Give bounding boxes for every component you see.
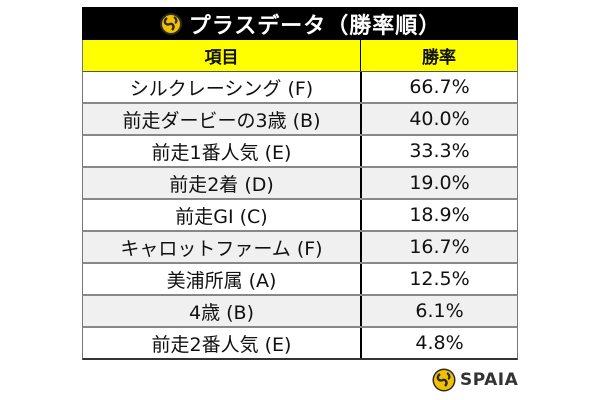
table-row: 前走GⅠ (C) 18.9% (82, 200, 518, 232)
column-header-item: 項目 (83, 40, 361, 71)
table-row: 前走ダービーの3歳 (B) 40.0% (82, 104, 518, 136)
row-item: 前走GⅠ (C) (83, 200, 362, 230)
brand-name: SPAIA (460, 370, 519, 390)
table-body: シルクレーシング (F) 66.7% 前走ダービーの3歳 (B) 40.0% 前… (82, 72, 518, 360)
row-rate: 66.7% (409, 76, 470, 98)
table-row: 前走1番人気 (E) 33.3% (82, 136, 518, 168)
row-item: キャロットファーム (F) (83, 232, 362, 262)
row-item: 前走2番人気 (E) (83, 328, 362, 358)
spaia-logo-icon (432, 368, 456, 392)
row-rate: 18.9% (409, 204, 470, 226)
data-table: プラスデータ（勝率順） 項目 勝率 シルクレーシング (F) 66.7% 前走ダ… (82, 7, 518, 360)
table-row: シルクレーシング (F) 66.7% (82, 72, 518, 104)
table-title: プラスデータ（勝率順） (188, 13, 442, 39)
table-row: 4歳 (B) 6.1% (82, 296, 518, 328)
row-item: シルクレーシング (F) (83, 72, 362, 102)
row-rate: 4.8% (415, 332, 464, 354)
table-title-bar: プラスデータ（勝率順） (82, 7, 518, 40)
row-rate: 40.0% (409, 108, 470, 130)
row-item: 前走ダービーの3歳 (B) (83, 104, 362, 134)
row-rate: 33.3% (409, 140, 470, 162)
table-row: キャロットファーム (F) 16.7% (82, 232, 518, 264)
table-row: 美浦所属 (A) 12.5% (82, 264, 518, 296)
table-row: 前走2着 (D) 19.0% (82, 168, 518, 200)
row-item: 前走2着 (D) (83, 168, 362, 198)
row-rate: 6.1% (415, 300, 464, 322)
brand-watermark: SPAIA (432, 368, 518, 392)
table-row: 前走2番人気 (E) 4.8% (82, 328, 518, 360)
row-rate: 12.5% (409, 268, 470, 290)
row-rate: 16.7% (409, 236, 470, 258)
row-item: 4歳 (B) (83, 296, 362, 326)
row-item: 美浦所属 (A) (83, 264, 362, 294)
spaia-logo-icon (159, 12, 182, 35)
table-header-row: 項目 勝率 (82, 40, 518, 72)
row-rate: 19.0% (409, 172, 470, 194)
row-item: 前走1番人気 (E) (83, 136, 362, 166)
column-header-rate: 勝率 (422, 48, 456, 68)
